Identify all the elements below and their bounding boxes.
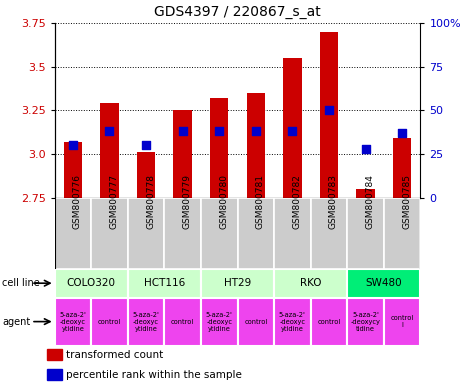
Bar [91, 198, 128, 269]
Text: agent: agent [2, 316, 30, 327]
Point [142, 142, 150, 149]
Bar [201, 298, 238, 346]
Text: GSM800777: GSM800777 [109, 174, 118, 229]
Text: GSM800783: GSM800783 [329, 174, 338, 229]
Bar [283, 58, 302, 198]
Bar [238, 198, 274, 269]
Bar [55, 198, 91, 269]
Bar [164, 298, 201, 346]
Bar [47, 369, 62, 380]
Bar [274, 298, 311, 346]
Point [69, 142, 77, 149]
Bar [201, 269, 274, 298]
Point [362, 146, 370, 152]
Bar [173, 111, 192, 198]
Text: percentile rank within the sample: percentile rank within the sample [66, 370, 242, 380]
Bar [356, 189, 375, 198]
Bar [347, 298, 384, 346]
Bar [47, 349, 62, 360]
Text: GSM800778: GSM800778 [146, 174, 155, 229]
Point [105, 128, 113, 134]
Text: transformed count: transformed count [66, 350, 163, 360]
Bar [393, 138, 411, 198]
Bar [64, 142, 82, 198]
Bar [347, 198, 384, 269]
Text: control
l: control l [390, 315, 414, 328]
Text: GSM800776: GSM800776 [73, 174, 82, 229]
Text: 5-aza-2'
-deoxyc
ytidine: 5-aza-2' -deoxyc ytidine [133, 311, 160, 332]
Bar [384, 298, 420, 346]
Text: 5-aza-2'
-deoxycy
tidine: 5-aza-2' -deoxycy tidine [351, 311, 380, 332]
Text: GSM800785: GSM800785 [402, 174, 411, 229]
Bar [201, 198, 238, 269]
Point [289, 128, 296, 134]
Title: GDS4397 / 220867_s_at: GDS4397 / 220867_s_at [154, 5, 321, 19]
Bar [274, 269, 347, 298]
Text: GSM800779: GSM800779 [182, 174, 191, 229]
Text: control: control [98, 319, 121, 324]
Point [398, 130, 406, 136]
Text: 5-aza-2'
-deoxyc
ytidine: 5-aza-2' -deoxyc ytidine [279, 311, 306, 332]
Bar [100, 103, 119, 198]
Bar [91, 298, 128, 346]
Bar [311, 198, 347, 269]
Bar [238, 298, 274, 346]
Bar [128, 269, 201, 298]
Point [252, 128, 259, 134]
Bar [164, 198, 201, 269]
Bar [55, 298, 91, 346]
Text: control: control [171, 319, 194, 324]
Text: GSM800780: GSM800780 [219, 174, 228, 229]
Bar [347, 269, 420, 298]
Bar [247, 93, 265, 198]
Bar [128, 298, 164, 346]
Point [325, 107, 332, 114]
Text: SW480: SW480 [365, 278, 402, 288]
Text: HT29: HT29 [224, 278, 251, 288]
Bar [128, 198, 164, 269]
Bar [274, 198, 311, 269]
Text: RKO: RKO [300, 278, 322, 288]
Point [179, 128, 186, 134]
Text: GSM800781: GSM800781 [256, 174, 265, 229]
Bar [311, 298, 347, 346]
Bar [320, 32, 338, 198]
Text: GSM800782: GSM800782 [293, 174, 301, 229]
Text: control: control [317, 319, 341, 324]
Text: control: control [244, 319, 267, 324]
Bar [210, 98, 228, 198]
Point [216, 128, 223, 134]
Text: cell line: cell line [2, 278, 40, 288]
Bar [384, 198, 420, 269]
Text: 5-aza-2'
-deoxyc
ytidine: 5-aza-2' -deoxyc ytidine [206, 311, 233, 332]
Bar [55, 269, 128, 298]
Text: GSM800784: GSM800784 [366, 174, 374, 229]
Bar [137, 152, 155, 198]
Text: COLO320: COLO320 [66, 278, 116, 288]
Text: HCT116: HCT116 [144, 278, 185, 288]
Text: 5-aza-2'
-deoxyc
ytidine: 5-aza-2' -deoxyc ytidine [59, 311, 86, 332]
